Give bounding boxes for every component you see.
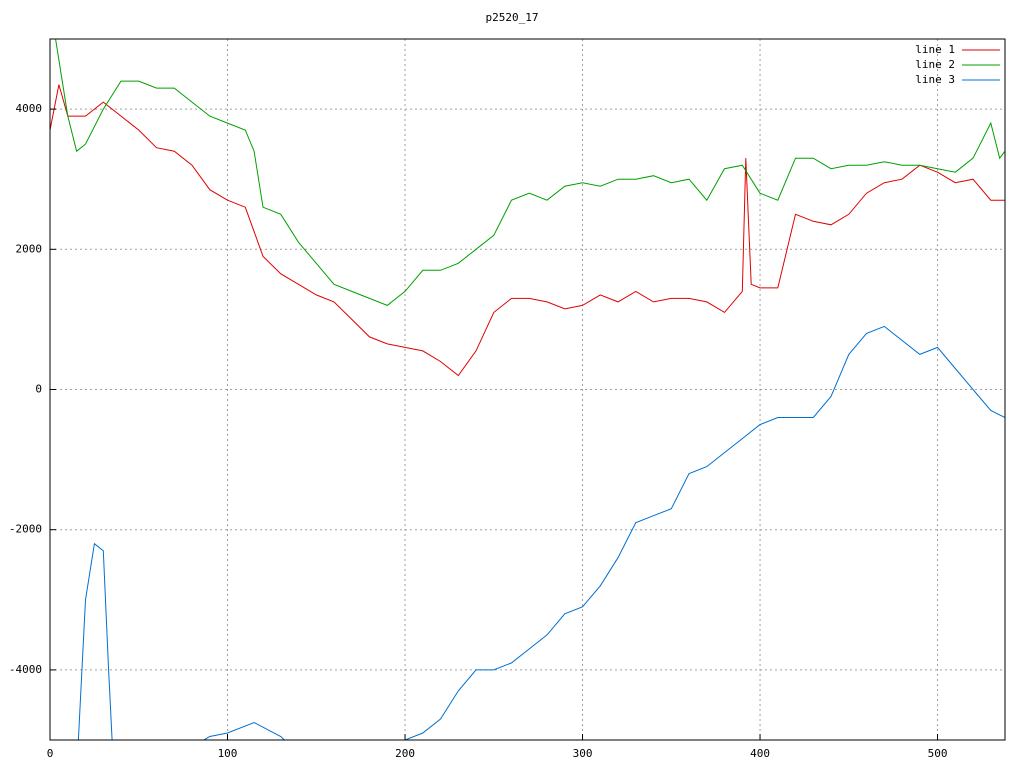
y-tick-label: 2000 (16, 242, 43, 255)
x-tick-label: 500 (928, 747, 948, 760)
chart-title: p2520_17 (486, 11, 539, 24)
y-tick-label: -4000 (9, 663, 42, 676)
grid (49, 39, 1005, 740)
x-tick-label: 300 (573, 747, 593, 760)
x-tick-label: 200 (395, 747, 415, 760)
x-tick-label: 400 (750, 747, 770, 760)
series-line (55, 39, 1005, 306)
plot-area (50, 39, 1005, 740)
legend-label: line 1 (915, 43, 955, 56)
legend-label: line 2 (915, 58, 955, 71)
series-line (77, 325, 1005, 740)
x-tick-label: 0 (47, 747, 54, 760)
series-line (50, 84, 1005, 377)
legend-label: line 3 (915, 73, 955, 86)
y-tick-label: 4000 (16, 102, 43, 115)
labels: -4000 -2000 0 2000 4000 0 100 200 300 400 500 line … (9, 43, 1000, 760)
y-tick-label: 0 (35, 383, 42, 396)
y-tick-label: -2000 (9, 523, 42, 536)
x-tick-label: 100 (218, 747, 238, 760)
